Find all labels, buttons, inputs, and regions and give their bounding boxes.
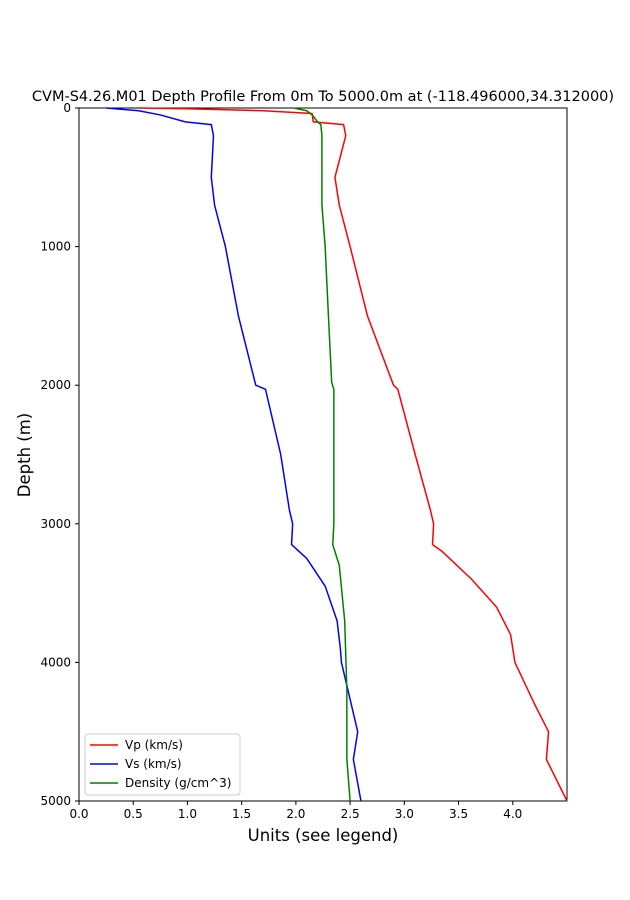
legend-box <box>84 733 241 796</box>
x-tick-label: 0.0 <box>69 807 88 821</box>
series-line-2 <box>293 107 351 802</box>
legend-label-1: Vs (km/s) <box>125 757 182 771</box>
legend: Vp (km/s) Vs (km/s) Density (g/cm^3) <box>84 733 241 796</box>
x-tick-label: 0.5 <box>124 807 143 821</box>
x-tick-label: 4.0 <box>503 807 522 821</box>
y-tick-label: 2000 <box>40 378 71 392</box>
y-tick-label: 3000 <box>40 517 71 531</box>
y-tick-label: 5000 <box>40 794 71 808</box>
x-tick-label: 3.5 <box>449 807 468 821</box>
series-line-0 <box>138 107 568 802</box>
y-axis-label: Depth (m) <box>15 413 34 497</box>
chart-title: CVM-S4.26.M01 Depth Profile From 0m To 5… <box>32 89 614 105</box>
series-layer <box>106 107 568 802</box>
x-tick-label: 3.0 <box>395 807 414 821</box>
legend-label-0: Vp (km/s) <box>125 738 183 752</box>
plot-frame <box>78 107 568 802</box>
x-axis: 0.0 0.5 1.0 1.5 2.0 2.5 3.0 3.5 4.0 <box>69 801 522 821</box>
y-axis: 0 1000 2000 3000 4000 5000 <box>40 101 79 808</box>
y-tick-label: 4000 <box>40 655 71 669</box>
x-tick-label: 1.5 <box>232 807 251 821</box>
series-line-1 <box>106 107 362 802</box>
x-tick-label: 2.5 <box>341 807 360 821</box>
x-axis-label: Units (see legend) <box>248 826 399 845</box>
x-tick-label: 1.0 <box>178 807 197 821</box>
y-tick-label: 0 <box>63 101 71 115</box>
x-tick-label: 2.0 <box>286 807 305 821</box>
y-tick-label: 1000 <box>40 240 71 254</box>
legend-label-2: Density (g/cm^3) <box>125 776 231 790</box>
